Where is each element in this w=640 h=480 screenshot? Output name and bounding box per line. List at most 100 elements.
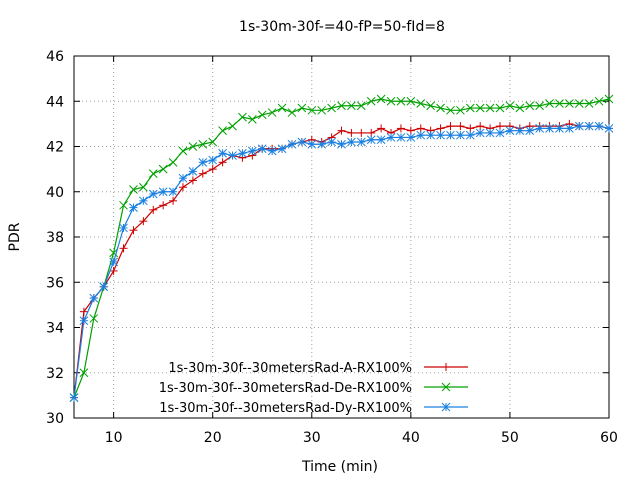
series-1-point	[79, 307, 88, 316]
series-2-point	[188, 142, 198, 151]
y-tick-label: 44	[46, 94, 64, 110]
series-2-point-stroke	[465, 103, 475, 113]
series-2-point	[119, 200, 128, 210]
series-2-point-stroke	[475, 103, 485, 113]
series-3-point-stroke	[287, 139, 297, 149]
series-2-point-stroke	[535, 101, 545, 111]
series-3-point-stroke	[386, 133, 396, 142]
series-3-point-stroke	[505, 126, 515, 136]
series-3-point-stroke	[257, 144, 267, 154]
series-2-point	[247, 114, 257, 124]
series-3-point-stroke	[99, 282, 109, 292]
legend-marker-2	[441, 382, 451, 392]
series-3-point	[525, 126, 535, 136]
series-3-point-stroke	[594, 121, 604, 131]
x-tick-label: 30	[303, 430, 321, 446]
legend-label-3: 1s-30m-30f--30metersRad-Dy-RX100%	[159, 401, 412, 416]
y-tick-label: 46	[46, 49, 64, 65]
series-3-point-stroke	[356, 137, 366, 147]
series-3-point-stroke	[188, 167, 198, 176]
series-3-point	[188, 167, 198, 176]
x-axis-title: Time (min)	[301, 459, 378, 475]
series-2-point-stroke	[247, 114, 257, 124]
series-2-point-stroke	[456, 105, 465, 115]
series-1-point	[436, 124, 445, 133]
series-3-point	[218, 148, 227, 158]
series-3-point-stroke	[69, 393, 79, 402]
series-2-point-stroke	[238, 112, 247, 122]
series-3-point	[475, 128, 485, 138]
series-2-point	[257, 110, 267, 120]
series-3-point	[594, 121, 604, 131]
series-2-point-stroke	[188, 142, 198, 151]
series-1	[70, 119, 613, 402]
series-1-point	[159, 201, 168, 210]
series-2-point	[148, 169, 158, 179]
series-2-point	[545, 99, 554, 108]
series-1-point	[198, 169, 207, 178]
series-2-point	[287, 108, 297, 117]
series-2-point-stroke	[525, 101, 535, 111]
series-2-point-stroke	[287, 108, 297, 117]
series-2-point	[366, 96, 376, 106]
series-2-point	[356, 101, 366, 111]
series-2-point-stroke	[574, 99, 584, 108]
series-2-point-stroke	[327, 103, 336, 113]
series-2-point-stroke	[604, 94, 614, 104]
series-3-point	[426, 130, 436, 140]
series-2-point	[228, 121, 237, 131]
series-3-point-stroke	[247, 146, 257, 156]
series-3-point	[267, 146, 277, 156]
series-3-point-stroke	[148, 189, 158, 199]
series-1-point	[169, 196, 178, 205]
series-3-point-stroke	[446, 130, 455, 140]
series-3-point-stroke	[406, 133, 416, 142]
series-2-point-stroke	[376, 94, 386, 104]
series-1-point	[119, 244, 128, 253]
series-2-point	[327, 103, 336, 113]
series-1-point	[149, 205, 158, 214]
series-2-point	[198, 139, 208, 149]
series-3-point	[545, 124, 554, 133]
series-2-point-stroke	[386, 96, 396, 106]
series-2-point-stroke	[148, 169, 158, 179]
series-3-point-stroke	[337, 139, 346, 149]
series-3-point	[138, 196, 148, 206]
series-2-point	[208, 137, 218, 147]
grid-lines	[74, 56, 609, 418]
series-3-point	[416, 130, 426, 140]
series-2-point	[515, 103, 525, 113]
series-3-point-stroke	[218, 148, 227, 158]
y-tick-label: 34	[46, 321, 64, 337]
series-1-point	[109, 266, 118, 275]
series-3-point	[456, 130, 465, 140]
series-3-point-stroke	[347, 137, 356, 147]
series-3-point-stroke	[535, 124, 545, 133]
y-tick-label: 38	[46, 230, 64, 246]
series-2-point	[89, 314, 99, 323]
series-2-point	[475, 103, 485, 113]
series-2-point-stroke	[545, 99, 554, 108]
series-1-point	[456, 122, 465, 131]
y-tick-label: 42	[46, 140, 64, 156]
series-2-point	[584, 99, 594, 108]
series-2-point	[307, 105, 317, 115]
series-2-point	[456, 105, 465, 115]
series-2-point	[396, 96, 406, 106]
legend-marker-1	[442, 363, 450, 371]
series-2-point-stroke	[109, 248, 118, 258]
series-3-point-stroke	[297, 137, 307, 147]
series-3-point-stroke	[416, 130, 426, 140]
series-1-point	[406, 126, 415, 135]
series-2-point	[79, 368, 89, 378]
series-3-point-stroke	[119, 223, 128, 233]
series-3-point-stroke	[267, 146, 277, 156]
series-3-point	[436, 130, 445, 140]
series-1-point	[496, 122, 505, 131]
series-2-point-stroke	[505, 101, 515, 111]
series-group	[69, 94, 614, 402]
series-3-point	[257, 144, 267, 154]
series-3-point-stroke	[109, 257, 118, 267]
series-1-line	[73, 123, 610, 398]
series-2-point-stroke	[426, 101, 436, 111]
